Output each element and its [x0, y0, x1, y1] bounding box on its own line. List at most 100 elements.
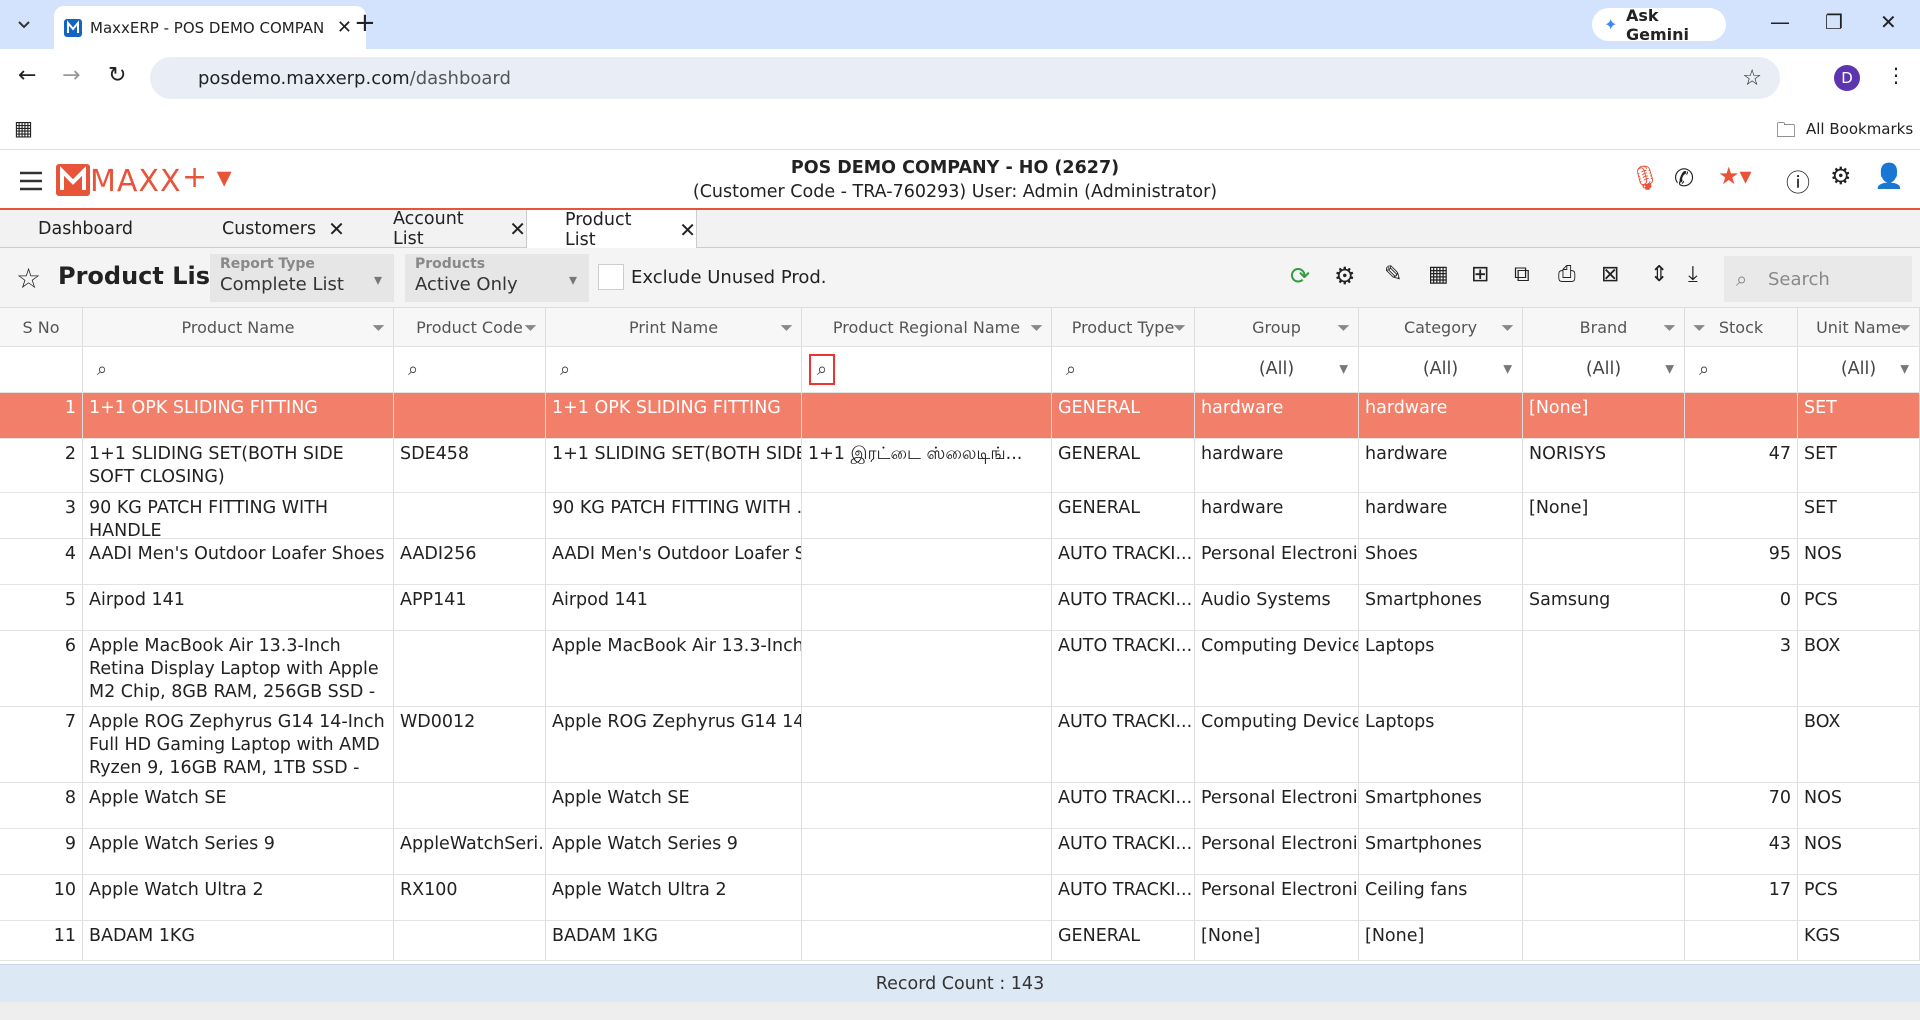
table-row[interactable]: 10 Apple Watch Ultra 2 RX100 Apple Watch Ul…	[0, 875, 1920, 921]
column-filter-icon[interactable]: ⏷	[1501, 317, 1514, 337]
forward[interactable]: →	[62, 63, 81, 88]
column-header[interactable]: Category ⏷	[1359, 308, 1523, 346]
filter-cell[interactable]: ⌕	[1685, 347, 1798, 392]
filter-cell[interactable]: ⌕	[394, 347, 546, 392]
column-header[interactable]: Product Code ⏷	[394, 308, 546, 346]
restore[interactable]: ❐	[1825, 10, 1843, 34]
column-filter-icon[interactable]: ⏷	[1173, 317, 1186, 337]
products[interactable]: Products Active Only ▾	[405, 254, 589, 302]
back[interactable]: ←	[18, 63, 37, 88]
bookmark-star[interactable]: ☆	[1742, 65, 1762, 91]
column-header[interactable]: Brand ⏷	[1523, 308, 1685, 346]
cell: BADAM 1KG	[83, 921, 394, 960]
help[interactable]: ⓘ	[1786, 169, 1810, 197]
column-filter-icon[interactable]: ⏷	[1030, 317, 1043, 337]
cell: NORISYS	[1523, 439, 1685, 492]
browser-tab[interactable]: MaxxERP - POS DEMO COMPAN ✕	[54, 6, 366, 49]
sort-tool[interactable]: ⇕	[1650, 262, 1669, 287]
tab-search-icon[interactable]	[12, 12, 36, 36]
table-row[interactable]: 3 90 KG PATCH FITTING WITH HANDLE 90 KG PA…	[0, 493, 1920, 539]
column-filter-icon[interactable]: ⏷	[1693, 317, 1706, 337]
tab-close[interactable]: ✕	[509, 217, 526, 241]
all-bookmarks[interactable]: All Bookmarks	[1806, 120, 1914, 138]
reload[interactable]: ↻	[108, 63, 127, 88]
column-header[interactable]: Print Name ⏷	[546, 308, 802, 346]
filter-cell[interactable]: (All) ▾	[1195, 347, 1359, 392]
table-row[interactable]: 8 Apple Watch SE Apple Watch SE AUTO TRACKI…	[0, 783, 1920, 829]
menu[interactable]: ⋮	[1886, 63, 1906, 87]
apps-icon[interactable]: ▦	[14, 116, 33, 140]
ask-gemini-button[interactable]: ✦ Ask Gemini	[1592, 6, 1726, 44]
user[interactable]: 👤	[1874, 162, 1904, 190]
tab-close[interactable]: ✕	[328, 217, 345, 241]
column-header[interactable]: Stock ⏷	[1685, 308, 1798, 346]
settings[interactable]: ⚙	[1830, 162, 1852, 190]
filter-search[interactable]: ⌕	[1066, 359, 1077, 380]
filter-search[interactable]: ⌕	[1699, 359, 1710, 380]
column-filter-icon[interactable]: ⏷	[780, 317, 793, 337]
close-tab[interactable]: ✕	[336, 17, 352, 38]
filter-search[interactable]: ⌕	[560, 359, 571, 380]
column-header[interactable]: Unit Name ⏷	[1798, 308, 1920, 346]
filter-cell[interactable]: (All) ▾	[1798, 347, 1920, 392]
edit-tool[interactable]: ✎	[1384, 262, 1403, 287]
column-filter-icon[interactable]: ⏷	[372, 317, 385, 337]
table-row[interactable]: 2 1+1 SLIDING SET(BOTH SIDE SOFT CLOSING)…	[0, 439, 1920, 493]
app-tab[interactable]: Dashboard	[0, 210, 184, 248]
table-row[interactable]: 6 Apple MacBook Air 13.3-Inch Retina Disp…	[0, 631, 1920, 707]
grid-tool[interactable]: ⊞	[1471, 262, 1490, 287]
filter-search[interactable]: ⌕	[809, 354, 836, 385]
cell: 1+1 SLIDING SET(BOTH SIDE ...	[546, 439, 802, 492]
column-filter-icon[interactable]: ⏷	[1337, 317, 1350, 337]
filter-cell[interactable]: ⌕	[1052, 347, 1195, 392]
columns-tool[interactable]: ▦	[1428, 262, 1449, 287]
refresh[interactable]: ⟳	[1290, 262, 1311, 290]
table-row[interactable]: 1 1+1 OPK SLIDING FITTING 1+1 OPK SLIDING …	[0, 393, 1920, 439]
column-filter-icon[interactable]: ⏷	[524, 317, 537, 337]
table-row[interactable]: 5 Airpod 141 APP141 Airpod 141 AUTO TRACKI..…	[0, 585, 1920, 631]
search-box[interactable]: ⌕ Search	[1724, 256, 1912, 302]
filter-cell[interactable]: ⌕	[546, 347, 802, 392]
table-row[interactable]: 11 BADAM 1KG BADAM 1KG GENERAL [None] [None] K…	[0, 921, 1920, 961]
tab-close[interactable]: ✕	[679, 217, 696, 242]
minimize[interactable]: —	[1770, 10, 1790, 34]
filter-cell[interactable]: (All) ▾	[1523, 347, 1685, 392]
app-tab[interactable]: Customers ✕	[184, 210, 355, 248]
download-tool[interactable]: ⤓	[1688, 262, 1698, 287]
new-tab[interactable]: +	[354, 8, 376, 38]
filter-cell[interactable]: ⌕	[83, 347, 394, 392]
filter-search[interactable]: ⌕	[408, 359, 419, 380]
copy-tool[interactable]: ⧉	[1514, 262, 1530, 287]
app-tab[interactable]: Product List ✕	[526, 210, 697, 250]
column-filter-icon[interactable]: ⏷	[1898, 317, 1911, 337]
add-button[interactable]: + ▾	[182, 160, 232, 195]
column-header[interactable]: Product Name ⏷	[83, 308, 394, 346]
profile[interactable]: D	[1834, 65, 1860, 91]
column-filter-icon[interactable]: ⏷	[1663, 317, 1676, 337]
filter-cell[interactable]: ⌕	[802, 347, 1052, 392]
mic[interactable]: 🎙	[1630, 164, 1661, 192]
excel-tool[interactable]: ⊠	[1601, 262, 1620, 287]
filter-search[interactable]: ⌕	[97, 359, 108, 380]
settings-tool[interactable]: ⚙	[1334, 262, 1356, 290]
filter-cell[interactable]: (All) ▾	[1359, 347, 1523, 392]
cell: AUTO TRACKI...	[1052, 829, 1195, 874]
table-row[interactable]: 7 Apple ROG Zephyrus G14 14-Inch Full HD …	[0, 707, 1920, 783]
report-type[interactable]: Report Type Complete List ▾	[210, 254, 394, 302]
app-tab[interactable]: Account List ✕	[355, 209, 526, 249]
whatsapp[interactable]: ✆	[1674, 164, 1695, 192]
favorites[interactable]: ★▾	[1718, 162, 1752, 190]
column-header[interactable]: Product Regional Name ⏷	[802, 308, 1052, 346]
pdf-tool[interactable]: ⎙	[1558, 262, 1576, 287]
table-row[interactable]: 4 AADI Men's Outdoor Loafer Shoes AADI256 A…	[0, 539, 1920, 585]
exclude-checkbox[interactable]	[598, 264, 624, 290]
close-window[interactable]: ✕	[1880, 10, 1897, 34]
url-box[interactable]: posdemo.maxxerp.com/dashboard ☆	[150, 57, 1780, 99]
table-row[interactable]: 9 Apple Watch Series 9 AppleWatchSeri... Ap…	[0, 829, 1920, 875]
cell: SDE458	[394, 439, 546, 492]
column-header[interactable]: Group ⏷	[1195, 308, 1359, 346]
hamburger[interactable]	[18, 170, 44, 192]
column-header[interactable]: Product Type ⏷	[1052, 308, 1195, 346]
column-header[interactable]: S No	[0, 308, 83, 346]
favorite-star[interactable]: ☆	[16, 262, 42, 295]
